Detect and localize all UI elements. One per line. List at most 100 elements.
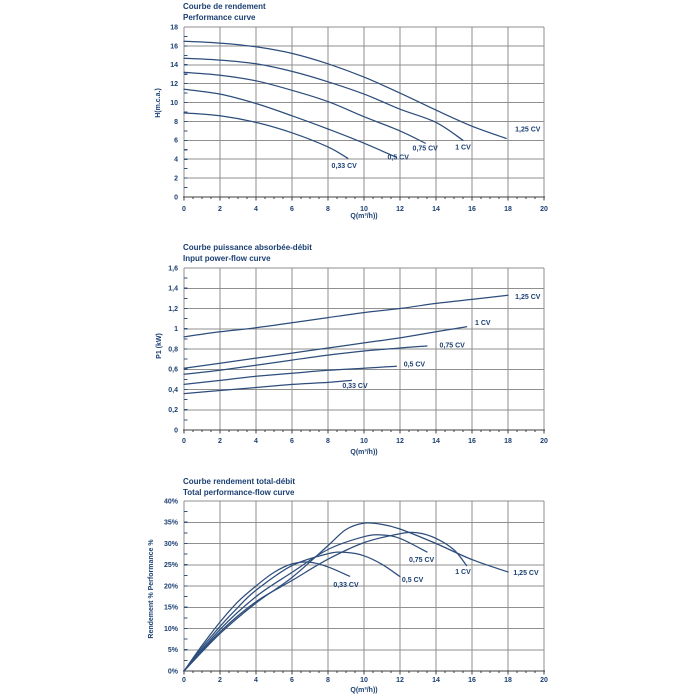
curve-label-0-75-cv: 0,75 CV <box>440 342 466 349</box>
y-tick-label: 35% <box>164 520 179 527</box>
x-tick-label: 6 <box>290 438 294 445</box>
x-tick-label: 18 <box>504 677 512 684</box>
curve-1-cv <box>183 57 464 141</box>
x-tick-label: 18 <box>504 438 512 445</box>
x-tick-label: 12 <box>396 438 404 445</box>
chart1-y-axis-label: H(m.c.a.) <box>155 88 162 118</box>
curve-label-0-75-cv: 0,75 CV <box>413 145 439 152</box>
x-tick-label: 2 <box>218 438 222 445</box>
y-tick-label: 0% <box>168 668 179 675</box>
x-tick-label: 16 <box>468 206 476 213</box>
curve-1-cv <box>183 531 468 672</box>
curve-label-1-25-cv: 1,25 CV <box>515 294 541 301</box>
y-tick-label: 0,6 <box>168 367 178 374</box>
curve-0-5-cv <box>183 365 398 386</box>
chart3-title-fr: Courbe rendement total-débit <box>183 477 296 486</box>
x-tick-label: 16 <box>468 677 476 684</box>
x-tick-label: 2 <box>218 206 222 213</box>
x-tick-label: 0 <box>182 438 186 445</box>
x-tick-label: 16 <box>468 438 476 445</box>
chart1-title-en: Performance curve <box>183 13 256 22</box>
x-tick-label: 14 <box>432 438 440 445</box>
curve-label-0-75-cv: 0,75 CV <box>409 557 435 564</box>
chart2-title-en: Input power-flow curve <box>183 254 271 263</box>
y-tick-label: 0 <box>174 194 178 201</box>
x-tick-label: 0 <box>182 206 186 213</box>
x-tick-label: 0 <box>182 677 186 684</box>
x-tick-label: 4 <box>254 206 258 213</box>
curve-label-1-cv: 1 CV <box>475 320 491 327</box>
x-tick-label: 18 <box>504 206 512 213</box>
y-tick-label: 5% <box>168 647 179 654</box>
x-tick-label: 12 <box>396 206 404 213</box>
y-tick-label: 16 <box>170 43 178 50</box>
curve-label-1-cv: 1 CV <box>455 569 471 576</box>
x-tick-label: 12 <box>396 677 404 684</box>
y-tick-label: 0,4 <box>168 387 178 394</box>
x-tick-label: 20 <box>540 677 548 684</box>
y-tick-label: 2 <box>174 176 178 183</box>
y-tick-label: 0 <box>174 427 178 434</box>
chart-performance-curve: 0 2 4 6 8 10 12 14 16 18 20 0 2 4 6 8 10 12 14 16 18 0,33 CV 0… <box>170 24 548 213</box>
curve-label-0-33-cv: 0,33 CV <box>342 383 368 390</box>
chart1-title: Courbe de rendement Performance curve <box>183 1 266 23</box>
chart-total-performance-flow-curve: 0 2 4 6 8 10 12 14 16 18 20 0% 5% 10% 15% 20% 25% 30% 35% 4… <box>164 498 548 684</box>
curve-1-25-cv <box>183 522 509 672</box>
x-tick-label: 14 <box>432 677 440 684</box>
x-tick-label: 10 <box>360 677 368 684</box>
y-tick-label: 40% <box>164 498 179 505</box>
chart1-x-axis-label: Q(m³/h)) <box>350 213 378 220</box>
x-tick-label: 20 <box>540 438 548 445</box>
x-tick-label: 10 <box>360 206 368 213</box>
curve-0-5-cv <box>183 551 401 672</box>
chart2-title-fr: Courbe puissance absorbée-débit <box>183 243 312 252</box>
y-tick-label: 1,2 <box>168 306 178 313</box>
chart3-x-axis-label: Q(m³/h)) <box>350 687 378 694</box>
y-tick-label: 1,4 <box>168 286 178 293</box>
y-tick-label: 20% <box>164 583 179 590</box>
x-tick-label: 20 <box>540 206 548 213</box>
curve-label-0-5-cv: 0,5 CV <box>404 362 426 369</box>
chart2-y-axis-label: P1 (kW) <box>156 333 163 359</box>
y-tick-label: 1 <box>174 326 178 333</box>
curve-0-33-cv <box>183 379 353 395</box>
curve-label-1-25-cv: 1,25 CV <box>513 570 539 577</box>
curve-0-75-cv <box>183 534 428 672</box>
x-tick-label: 2 <box>218 677 222 684</box>
y-tick-label: 1,6 <box>168 265 178 272</box>
curve-label-0-33-cv: 0,33 CV <box>332 163 358 170</box>
y-tick-label: 14 <box>170 62 178 69</box>
x-tick-label: 8 <box>326 206 330 213</box>
curve-label-0-5-cv: 0,5 CV <box>387 155 409 162</box>
curve-label-1-25-cv: 1,25 CV <box>515 126 541 133</box>
y-tick-label: 10% <box>164 626 179 633</box>
x-tick-label: 14 <box>432 206 440 213</box>
chart-input-power-flow-curve: 0 2 4 6 8 10 12 14 16 18 20 0 0,2 0,4 0,6 0,8 1 1,2 1,4 1,6… <box>168 265 548 445</box>
curve-0-5-cv <box>183 88 398 158</box>
y-tick-label: 0,2 <box>168 407 178 414</box>
x-tick-label: 10 <box>360 438 368 445</box>
x-tick-label: 6 <box>290 677 294 684</box>
x-tick-label: 8 <box>326 438 330 445</box>
curve-1-cv <box>183 326 468 369</box>
chart3-y-axis-label: Rendement % Performance % <box>148 539 155 639</box>
y-tick-label: 15% <box>164 605 179 612</box>
y-tick-label: 4 <box>174 157 178 164</box>
x-tick-label: 6 <box>290 206 294 213</box>
y-tick-label: 30% <box>164 541 179 548</box>
y-tick-label: 18 <box>170 24 178 31</box>
curve-0-33-cv <box>183 561 351 672</box>
curve-1-25-cv <box>183 294 509 338</box>
chart1-title-fr: Courbe de rendement <box>183 2 266 11</box>
curve-label-1-cv: 1 CV <box>455 144 471 151</box>
x-tick-label: 8 <box>326 677 330 684</box>
curve-0-33-cv <box>183 112 349 159</box>
chart2-title: Courbe puissance absorbée-débit Input po… <box>183 242 312 264</box>
curve-label-0-5-cv: 0,5 CV <box>402 577 424 584</box>
y-tick-label: 12 <box>170 81 178 88</box>
y-tick-label: 6 <box>174 138 178 145</box>
y-tick-label: 8 <box>174 119 178 126</box>
curve-0-75-cv <box>183 345 428 375</box>
y-tick-label: 25% <box>164 562 179 569</box>
